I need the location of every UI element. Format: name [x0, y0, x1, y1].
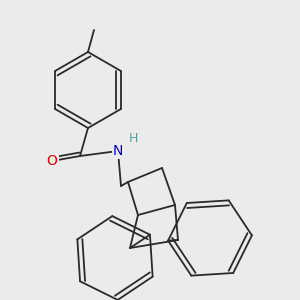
Text: H: H [128, 133, 138, 146]
Text: O: O [46, 154, 57, 168]
Text: N: N [113, 144, 123, 158]
